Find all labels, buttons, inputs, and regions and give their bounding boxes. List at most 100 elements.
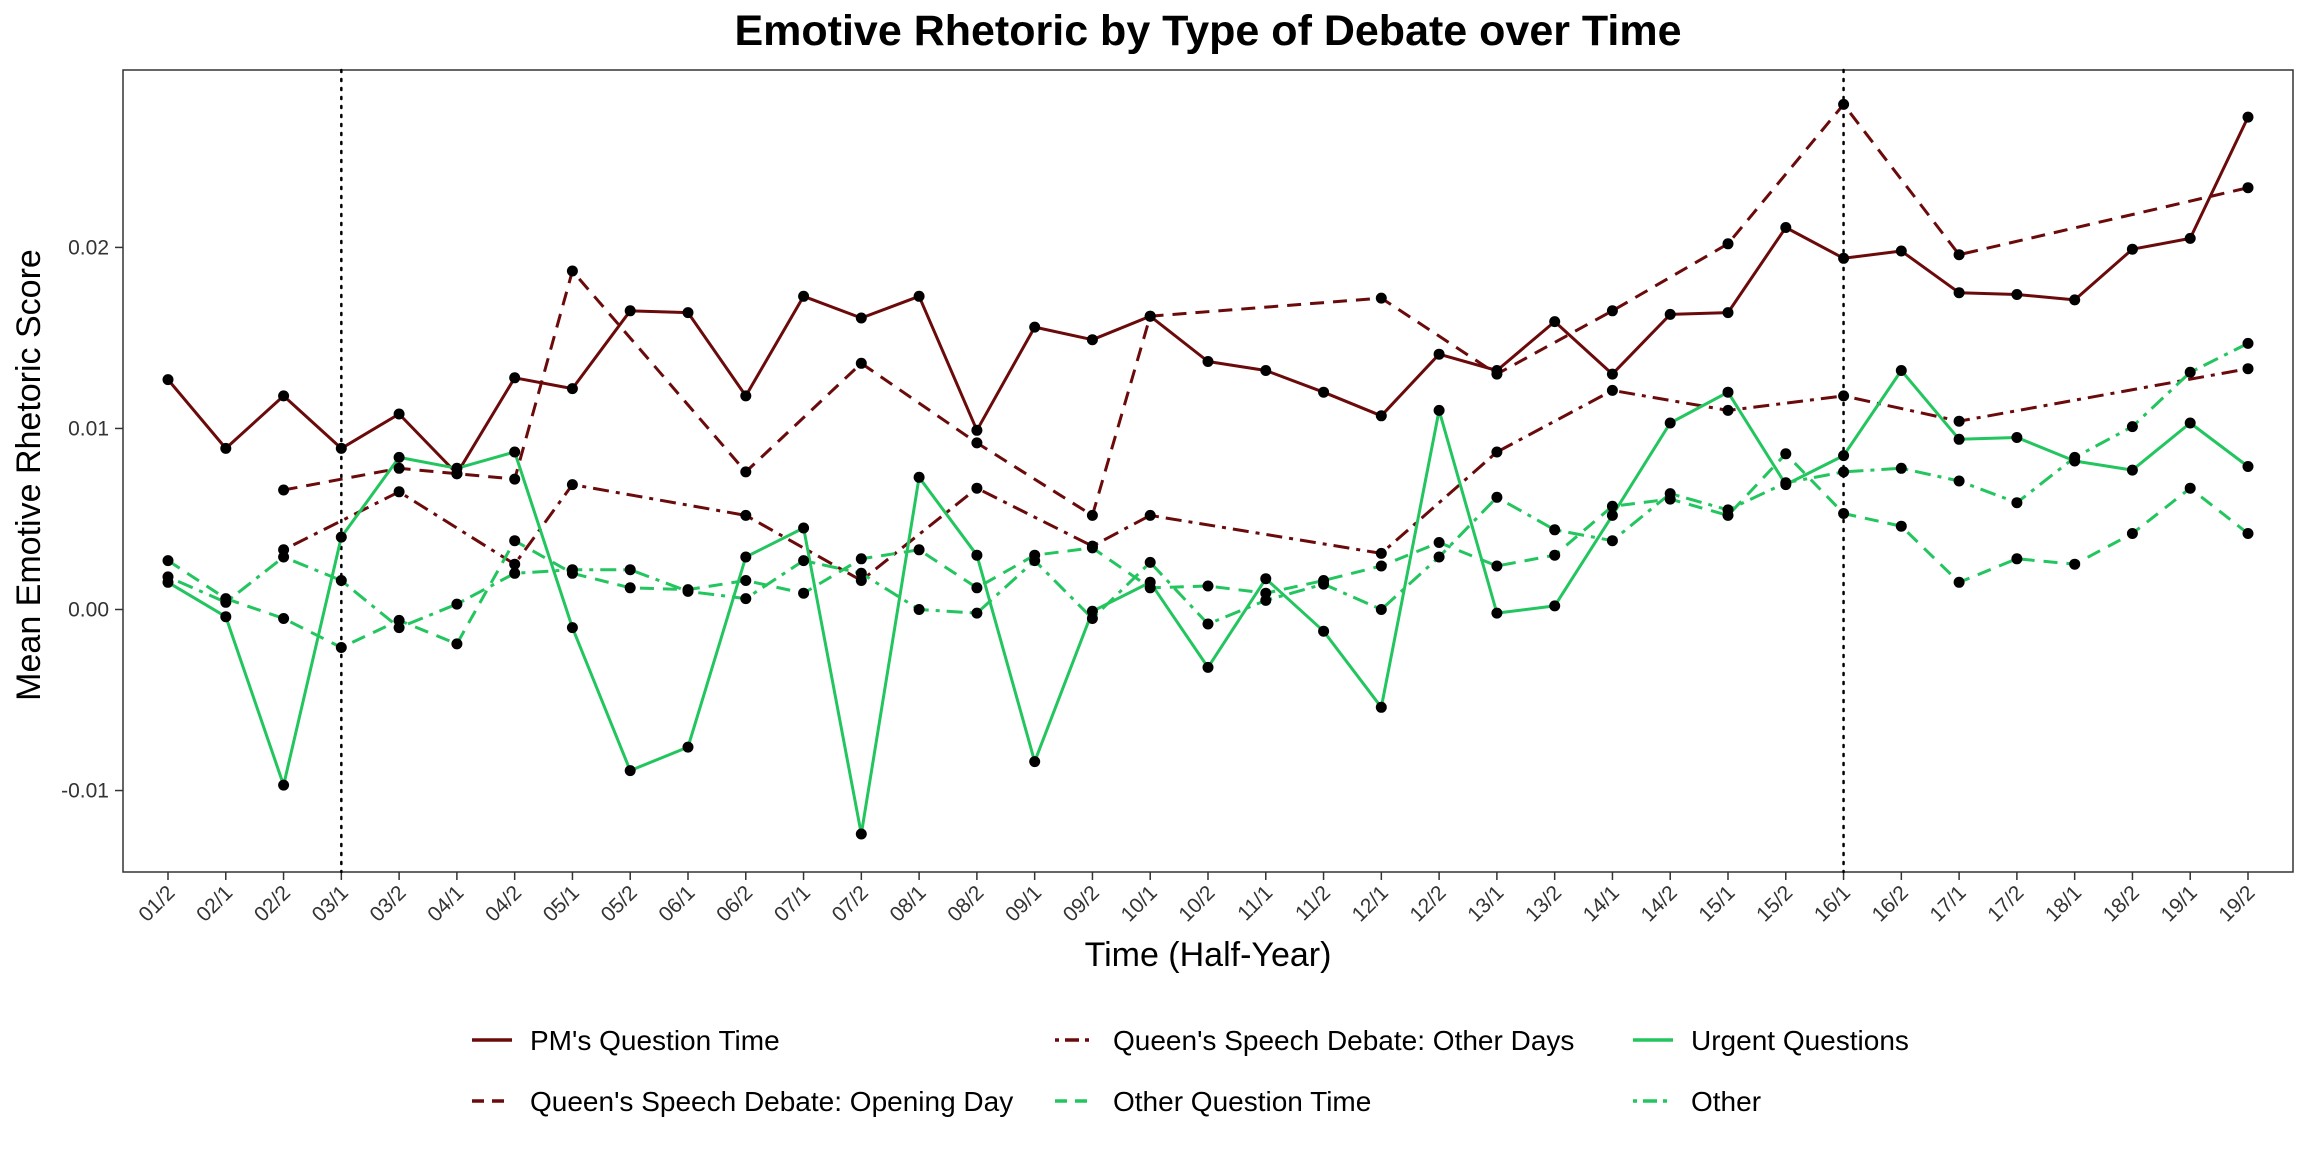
data-point [855, 357, 867, 369]
data-point [855, 567, 867, 579]
series-lines [166, 102, 2250, 836]
data-point [971, 549, 983, 561]
data-point [1953, 415, 1965, 427]
data-point [566, 564, 578, 576]
data-point [162, 571, 174, 583]
data-point [1838, 390, 1850, 402]
data-point [393, 486, 405, 498]
data-point [1029, 555, 1041, 567]
data-point [1433, 404, 1445, 416]
data-point [1838, 252, 1850, 264]
data-point [1144, 576, 1156, 588]
data-point [162, 374, 174, 386]
data-point [2242, 528, 2254, 539]
data-point [1895, 520, 1907, 532]
data-point [1491, 368, 1503, 380]
data-point [798, 522, 810, 534]
data-point [2184, 417, 2196, 429]
data-point [1953, 475, 1965, 487]
data-point [1491, 446, 1503, 458]
data-point [624, 582, 636, 594]
data-point [1375, 547, 1387, 559]
x-tick-label: 03/1 [308, 881, 353, 926]
data-point [682, 741, 694, 753]
data-point [624, 765, 636, 777]
data-point [1144, 310, 1156, 322]
data-point [855, 312, 867, 324]
data-point [2069, 558, 2081, 570]
data-point [220, 611, 232, 623]
data-point [278, 779, 290, 791]
x-tick-label: 17/1 [1925, 881, 1970, 926]
data-point [1606, 500, 1618, 512]
data-point [2126, 528, 2138, 539]
data-point [1086, 334, 1098, 346]
data-point [509, 372, 521, 384]
data-point [451, 462, 463, 474]
x-tick-label: 19/2 [2214, 881, 2259, 926]
series-line [167, 452, 2249, 649]
data-point [1433, 551, 1445, 563]
data-point [971, 424, 983, 436]
data-point [393, 462, 405, 474]
data-point [2011, 497, 2023, 509]
data-point [220, 596, 232, 608]
data-point [1953, 576, 1965, 588]
x-tick-label: 04/1 [423, 881, 468, 926]
x-tick-label: 08/1 [885, 881, 930, 926]
data-point [740, 593, 752, 605]
data-point [1144, 556, 1156, 568]
y-axis-label: Mean Emotive Rhetoric Score [10, 249, 48, 701]
reference-lines [340, 68, 1845, 874]
data-point [682, 585, 694, 597]
x-tick-label: 01/2 [134, 881, 179, 926]
series-line [282, 367, 2249, 582]
data-point [2242, 363, 2254, 375]
data-point [278, 390, 290, 402]
data-point [2011, 432, 2023, 443]
data-point [1549, 524, 1561, 536]
x-tick-label: 06/2 [712, 881, 757, 926]
data-point [624, 305, 636, 317]
data-point [740, 390, 752, 402]
data-point [1260, 594, 1272, 606]
x-tick-label: 13/2 [1521, 881, 1566, 926]
x-tick-label: 04/2 [481, 881, 526, 926]
data-point [2184, 366, 2196, 378]
data-point [566, 265, 578, 277]
x-tick-label: 18/2 [2099, 881, 2144, 926]
legend-label: Other Question Time [1113, 1086, 1371, 1117]
x-tick-label: 18/1 [2041, 881, 2086, 926]
x-tick-label: 12/2 [1405, 881, 1450, 926]
series-line [166, 116, 2250, 476]
data-point [393, 622, 405, 634]
data-point [335, 531, 347, 543]
data-point [1549, 549, 1561, 561]
data-point [393, 408, 405, 420]
data-point [1606, 384, 1618, 396]
data-point [1029, 756, 1041, 768]
data-point [740, 466, 752, 478]
x-tick-label: 08/2 [943, 881, 988, 926]
legend-label: PM's Question Time [530, 1025, 780, 1056]
data-point [1202, 580, 1214, 592]
data-point [2069, 294, 2081, 306]
data-point [1664, 417, 1676, 429]
data-point [1491, 491, 1503, 503]
data-point [278, 613, 290, 624]
data-point [1086, 542, 1098, 554]
data-point [1606, 535, 1618, 547]
x-tick-label: 05/1 [539, 881, 584, 926]
series-line [283, 102, 2249, 517]
data-point [682, 307, 694, 319]
data-point [1953, 287, 1965, 299]
data-point [2242, 461, 2254, 472]
data-point [1722, 386, 1734, 398]
data-point [1318, 386, 1330, 398]
data-point [1895, 462, 1907, 474]
data-point [913, 604, 925, 615]
data-point [1606, 305, 1618, 317]
y-tick-label: 0.00 [68, 598, 109, 621]
x-tick-label: 17/2 [1983, 881, 2028, 926]
